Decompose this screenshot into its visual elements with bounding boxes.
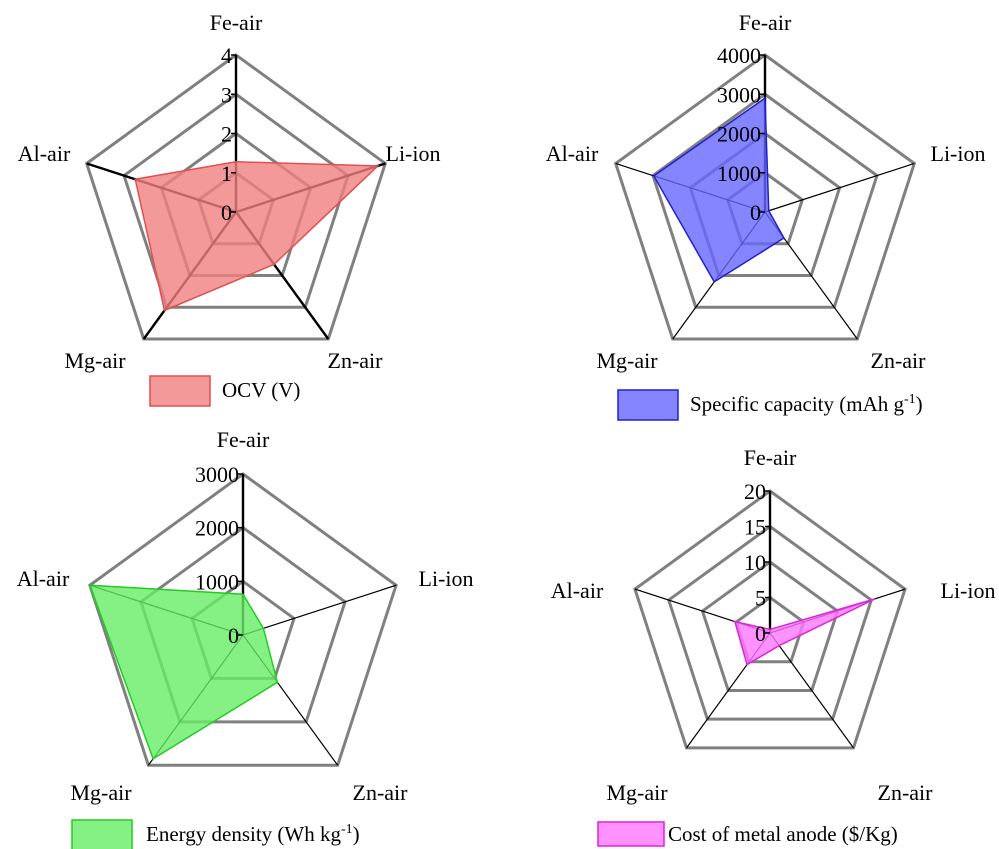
series-area: [134, 161, 380, 312]
category-label: Al-air: [551, 578, 604, 603]
category-label: Mg-air: [64, 348, 126, 373]
tick-label: 0: [750, 200, 761, 225]
tick-label: 15: [744, 515, 766, 540]
tick-label: 5: [755, 586, 766, 611]
tick-label: 10: [744, 550, 766, 575]
axis-spoke: [242, 584, 397, 636]
radar-panel-1: 0 1 2 3 4 Fe-air Li-ion Zn-air Mg-air Al-air OCV (…: [18, 10, 441, 407]
tick-label: 0: [228, 623, 239, 648]
category-label: Fe-air: [744, 445, 797, 470]
legend-label: Cost of metal anode ($/Kg): [668, 822, 898, 846]
category-label: Zn-air: [878, 780, 934, 805]
legend-swatch: [149, 375, 211, 407]
category-label: Li-ion: [941, 578, 996, 603]
category-label: Fe-air: [739, 10, 792, 35]
radar-panel-3: 0 1000 2000 3000 Fe-air Li-ion Zn-air Mg-air Al-…: [17, 427, 474, 849]
radar-panel-2: 0 1000 2000 3000 4000 Fe-air Li-ion Zn-air Mg-ai…: [546, 10, 986, 421]
grid-ring: [633, 489, 907, 750]
legend-label: OCV (V): [222, 378, 300, 402]
tick-label: 4000: [717, 43, 761, 68]
grid-ring: [734, 595, 806, 664]
grid-ring: [651, 92, 879, 309]
legend-label: Energy density (Wh kg-1): [146, 822, 360, 846]
tick-label: 3: [221, 82, 232, 107]
tick-label: 3000: [195, 462, 239, 487]
legend-label: Specific capacity (mAh g-1): [690, 392, 923, 416]
legend-swatch: [617, 389, 679, 421]
tick-label: 0: [221, 200, 232, 225]
category-label: Mg-air: [606, 780, 668, 805]
axis-spoke: [764, 162, 915, 213]
grid-ring: [613, 53, 917, 341]
tick-label: 1: [221, 161, 232, 186]
tick-label: 1000: [195, 569, 239, 594]
grid-ring: [122, 92, 350, 309]
grid-ring: [88, 472, 398, 767]
tick-label: 1000: [717, 161, 761, 186]
category-label: Mg-air: [70, 780, 132, 805]
legend-swatch: [71, 819, 133, 849]
series-area: [733, 598, 875, 666]
category-label: Fe-air: [217, 427, 270, 452]
axis-spoke: [769, 632, 854, 749]
category-label: Zn-air: [353, 780, 409, 805]
category-label: Al-air: [17, 566, 70, 591]
legend-swatch: [597, 821, 665, 847]
tick-label: 4: [221, 43, 232, 68]
radar-panel-4: 0 5 10 15 20 Fe-air Li-ion Zn-air Mg-air Al-air Co…: [551, 445, 996, 847]
tick-label: 20: [744, 479, 766, 504]
grid-ring: [84, 53, 388, 341]
category-label: Li-ion: [419, 566, 474, 591]
tick-label: 2000: [195, 516, 239, 541]
grid-ring: [666, 524, 874, 721]
category-label: Mg-air: [596, 348, 658, 373]
tick-label: 2000: [717, 122, 761, 147]
category-label: Al-air: [18, 141, 71, 166]
series-area: [88, 584, 279, 760]
tick-label: 0: [755, 621, 766, 646]
category-label: Fe-air: [210, 10, 263, 35]
series-area: [652, 96, 785, 283]
tick-label: 3000: [717, 82, 761, 107]
category-label: Al-air: [546, 141, 599, 166]
tick-label: 2: [221, 122, 232, 147]
grid-ring: [700, 560, 840, 692]
category-label: Li-ion: [386, 141, 441, 166]
category-label: Li-ion: [931, 141, 986, 166]
category-label: Zn-air: [871, 348, 927, 373]
category-label: Zn-air: [328, 348, 384, 373]
